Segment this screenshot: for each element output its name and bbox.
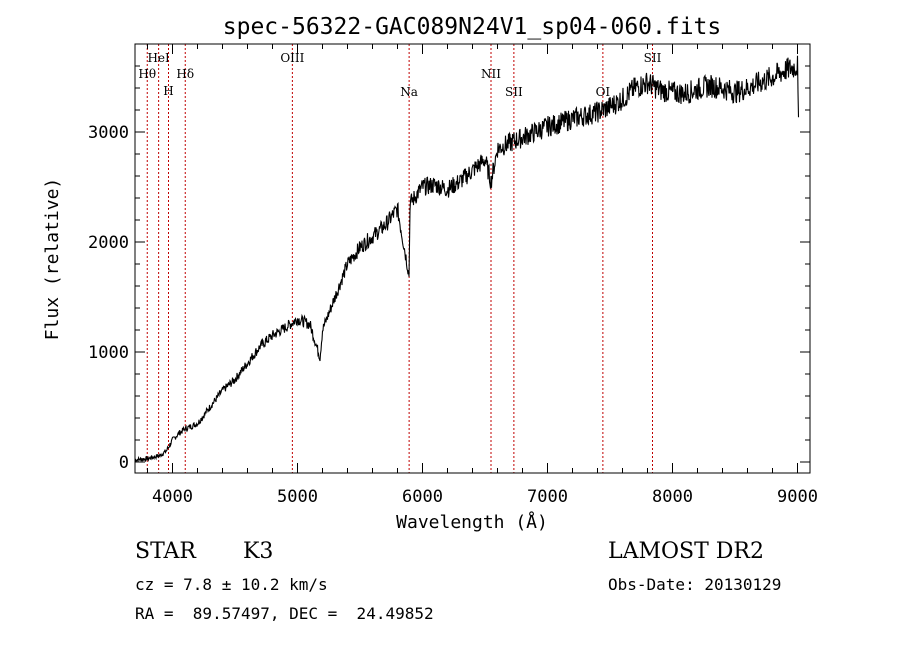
x-tick-label: 5000 [277,487,318,507]
spectral-line-label: Na [400,85,418,99]
x-tick-label: 4000 [152,487,193,507]
plot-frame [134,43,811,474]
y-tick-label: 1000 [88,343,129,363]
chart-title: spec-56322-GAC089N24V1_sp04-060.fits [223,14,722,40]
spectral-line-label: NII [481,67,501,81]
object-subclass: K3 [243,539,274,564]
object-class: STAR [135,539,196,564]
x-tick-label: 6000 [402,487,443,507]
spectral-line-label: HeI [147,51,170,65]
spectral-line-label: SII [644,51,662,65]
y-tick-label: 2000 [88,233,129,253]
spectral-line-label: Hδ [176,67,194,81]
spectral-line-label: Hθ [138,67,156,81]
y-tick-label: 0 [119,453,129,473]
y-tick-label: 3000 [88,123,129,143]
spectral-line-label: OI [596,85,611,99]
y-axis-label: Flux (relative) [42,178,63,341]
redshift-cz: cz = 7.8 ± 10.2 km/s [135,575,328,594]
coordinates: RA = 89.57497, DEC = 24.49852 [135,604,434,623]
survey-name: LAMOST DR2 [608,539,764,564]
x-tick-label: 7000 [527,487,568,507]
spectral-line-label: H [163,84,173,98]
axis-ticks: 4000 5000 6000 7000 8000 9000 0 1000 2000 3000 [88,44,818,507]
spectrum-line [134,55,800,463]
observation-date: Obs-Date: 20130129 [608,575,782,594]
spectral-line-label: OIII [280,51,304,65]
x-tick-label: 9000 [777,487,818,507]
spectral-line-markers: Hθ HeI HHδ OIII Na NII SII OI SII [138,44,662,473]
spectral-line-label: SII [505,85,523,99]
x-axis-label: Wavelength (Å) [396,511,548,533]
x-tick-label: 8000 [652,487,693,507]
